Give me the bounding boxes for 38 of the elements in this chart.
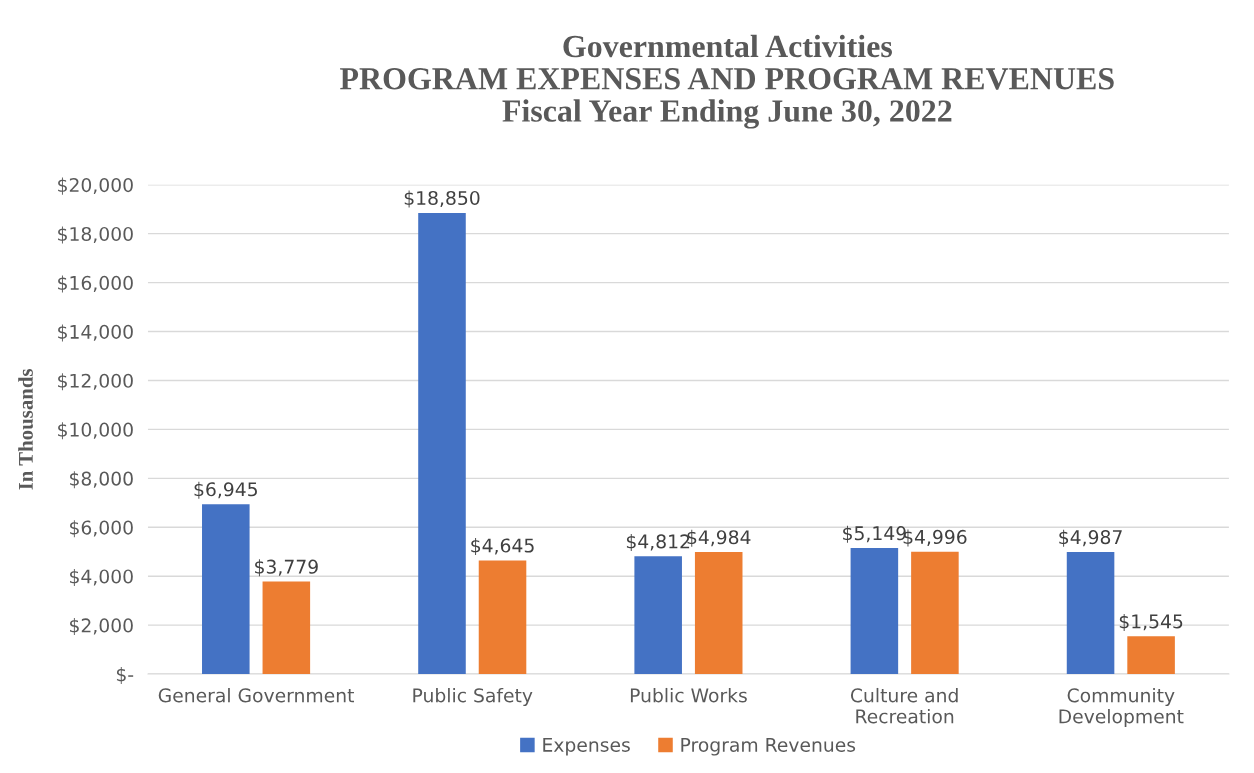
x-tick-label: Public Works <box>630 687 747 703</box>
bar <box>1127 636 1175 675</box>
y-tick-label: $16,000 <box>58 275 133 293</box>
y-tick-label: $10,000 <box>58 422 133 440</box>
data-label: $4,987 <box>1059 529 1122 547</box>
bar <box>418 212 466 675</box>
data-label: $6,945 <box>194 481 257 499</box>
data-label: $4,812 <box>626 534 690 552</box>
y-tick-label: $14,000 <box>58 324 133 342</box>
bar <box>262 581 311 675</box>
bar <box>850 548 899 675</box>
x-tick-label: Public Safety <box>413 687 533 707</box>
data-label: $4,645 <box>471 538 534 556</box>
y-tick-label: $12,000 <box>58 373 133 391</box>
data-label: $3,779 <box>255 559 318 577</box>
y-tick-label: $6,000 <box>70 520 133 538</box>
chart-title: Governmental Activities PROGRAM EXPENSES AND PROGRAM REVENUES Fiscal Year Ending June 30, 2022 <box>340 34 1114 129</box>
legend-label: Program Revenues <box>681 737 856 756</box>
y-axis-title: In Thousands <box>18 369 33 490</box>
bar <box>478 560 527 675</box>
bar <box>1066 552 1115 675</box>
bar <box>911 551 959 675</box>
bar <box>634 556 682 675</box>
data-label: $4,984 <box>687 529 751 547</box>
bar <box>202 504 250 675</box>
bar <box>694 552 743 675</box>
x-tick-label: General Government <box>158 687 355 703</box>
x-tick-label: Culture and Recreation <box>850 687 958 724</box>
y-tick-label: $18,000 <box>58 226 133 244</box>
y-tick-label: $2,000 <box>70 618 133 636</box>
legend-label: Expenses <box>543 737 630 756</box>
y-tick-label: $4,000 <box>70 569 133 587</box>
y-tick-label: $- <box>116 666 134 684</box>
y-tick-label: $20,000 <box>58 177 133 195</box>
x-tick-label: Community Development <box>1059 687 1184 728</box>
data-label: $18,850 <box>404 190 480 208</box>
y-tick-label: $8,000 <box>70 471 133 489</box>
data-label: $1,545 <box>1119 613 1183 631</box>
